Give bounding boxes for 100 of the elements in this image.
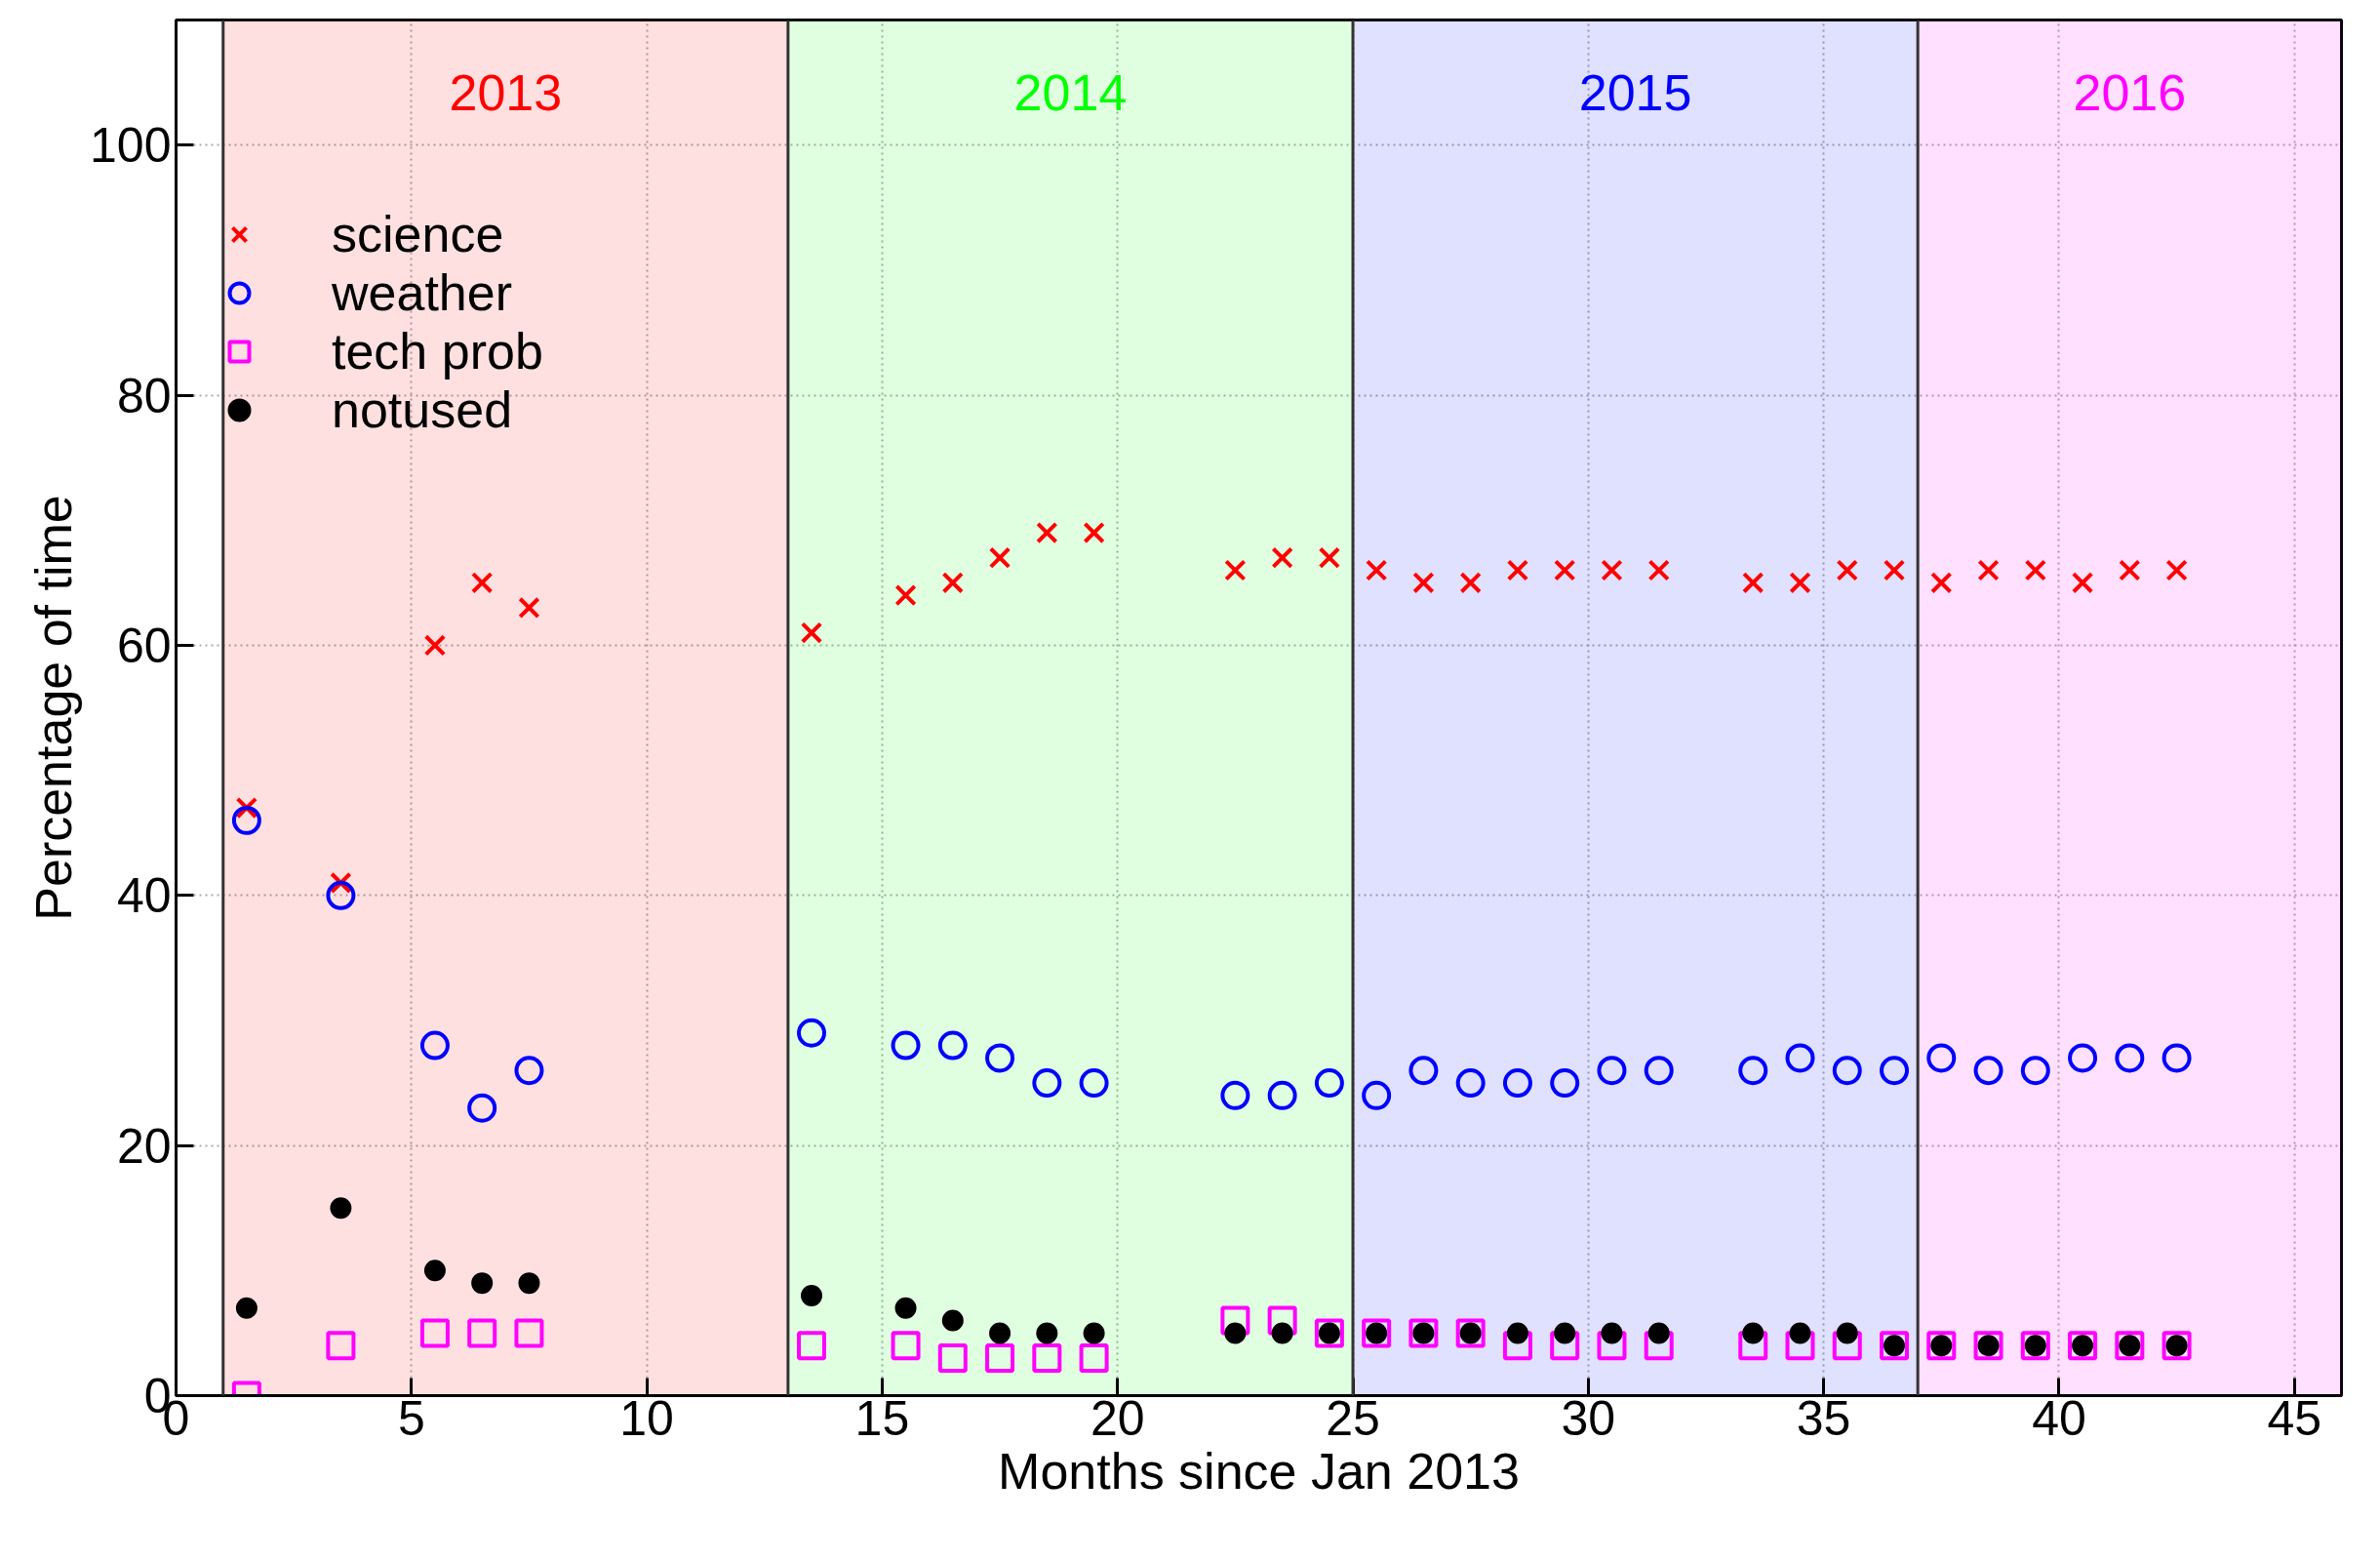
point bbox=[1977, 559, 2000, 581]
point bbox=[514, 1318, 544, 1348]
point bbox=[1738, 1331, 1768, 1361]
point bbox=[1930, 572, 1953, 594]
point bbox=[419, 1318, 450, 1348]
band-label: 2016 bbox=[2073, 63, 2187, 121]
point bbox=[1597, 1056, 1627, 1086]
y-tick-label: 20 bbox=[116, 1118, 172, 1174]
point bbox=[471, 572, 494, 594]
point bbox=[1362, 1080, 1392, 1110]
point bbox=[1318, 546, 1341, 569]
x-tick-label: 15 bbox=[854, 1390, 910, 1446]
point bbox=[2071, 572, 2094, 594]
point bbox=[467, 1318, 497, 1348]
point bbox=[1459, 572, 1482, 594]
point bbox=[518, 596, 540, 620]
point bbox=[1412, 572, 1435, 594]
point bbox=[1597, 1331, 1627, 1361]
point bbox=[1271, 1322, 1293, 1344]
y-tick-label: 80 bbox=[116, 368, 172, 423]
band-label: 2014 bbox=[1013, 63, 1128, 121]
point bbox=[1455, 1068, 1486, 1099]
point bbox=[1836, 1322, 1858, 1344]
point bbox=[2020, 1056, 2050, 1086]
point bbox=[894, 1297, 917, 1319]
point bbox=[1644, 1331, 1674, 1361]
point bbox=[1550, 1331, 1580, 1361]
y-tick-label: 100 bbox=[90, 118, 172, 174]
legend-label: science bbox=[332, 205, 504, 263]
point bbox=[1314, 1068, 1344, 1099]
point bbox=[1220, 1080, 1250, 1110]
point bbox=[1789, 1322, 1811, 1344]
point bbox=[937, 1343, 968, 1374]
point bbox=[235, 1297, 258, 1319]
point bbox=[326, 880, 356, 910]
point bbox=[1267, 1080, 1297, 1110]
point bbox=[1502, 1068, 1532, 1099]
point bbox=[1880, 1056, 1910, 1086]
point bbox=[989, 1322, 1012, 1344]
point bbox=[1973, 1056, 2003, 1086]
point bbox=[1647, 1322, 1670, 1344]
point bbox=[1785, 1043, 1815, 1073]
point bbox=[1601, 1322, 1623, 1344]
point bbox=[1224, 1322, 1247, 1344]
point bbox=[1644, 1056, 1674, 1086]
point bbox=[2165, 559, 2188, 581]
point bbox=[330, 1197, 352, 1220]
point bbox=[514, 1056, 544, 1086]
point bbox=[1271, 546, 1293, 569]
point bbox=[941, 1309, 964, 1332]
x-tick-label: 45 bbox=[2267, 1390, 2322, 1446]
point bbox=[941, 572, 964, 594]
point bbox=[1832, 1056, 1862, 1086]
y-tick-label: 60 bbox=[116, 618, 172, 673]
band-label: 2013 bbox=[449, 63, 563, 121]
point bbox=[937, 1030, 968, 1061]
point bbox=[1789, 572, 1811, 594]
point bbox=[1083, 1322, 1105, 1344]
point bbox=[1601, 559, 1623, 581]
point bbox=[2162, 1043, 2192, 1073]
point bbox=[2024, 559, 2046, 581]
point bbox=[1032, 1343, 1062, 1374]
point bbox=[1647, 559, 1670, 581]
point bbox=[1036, 521, 1058, 544]
legend-label: tech prob bbox=[332, 322, 543, 380]
point bbox=[800, 621, 823, 644]
point bbox=[891, 1030, 921, 1061]
point bbox=[326, 1331, 356, 1361]
legend-label: weather bbox=[332, 263, 512, 322]
point bbox=[894, 583, 917, 607]
point bbox=[1224, 559, 1247, 581]
point bbox=[2115, 1043, 2145, 1073]
point bbox=[1032, 1068, 1062, 1099]
point bbox=[419, 1030, 450, 1061]
point bbox=[801, 1284, 823, 1306]
point bbox=[518, 1272, 540, 1295]
point bbox=[797, 1018, 827, 1048]
point bbox=[985, 1043, 1015, 1073]
point bbox=[1506, 1322, 1528, 1344]
point bbox=[1267, 1305, 1297, 1336]
point bbox=[1079, 1343, 1109, 1374]
point bbox=[1785, 1331, 1815, 1361]
point bbox=[1550, 1068, 1580, 1099]
point bbox=[1083, 521, 1105, 544]
point bbox=[1926, 1043, 1957, 1073]
point bbox=[985, 1343, 1015, 1374]
point bbox=[471, 1272, 494, 1295]
x-tick-label: 40 bbox=[2032, 1390, 2086, 1446]
point bbox=[1036, 1322, 1058, 1344]
point bbox=[1554, 1322, 1576, 1344]
point bbox=[2119, 559, 2141, 581]
point bbox=[1365, 559, 1388, 581]
point bbox=[1408, 1056, 1439, 1086]
x-tick-label: 35 bbox=[1796, 1390, 1851, 1446]
x-tick-label: 5 bbox=[397, 1390, 425, 1446]
x-tick-label: 10 bbox=[619, 1390, 674, 1446]
legend-label: notused bbox=[332, 380, 513, 439]
point bbox=[1506, 559, 1529, 581]
point bbox=[423, 1260, 446, 1282]
point bbox=[797, 1331, 827, 1361]
